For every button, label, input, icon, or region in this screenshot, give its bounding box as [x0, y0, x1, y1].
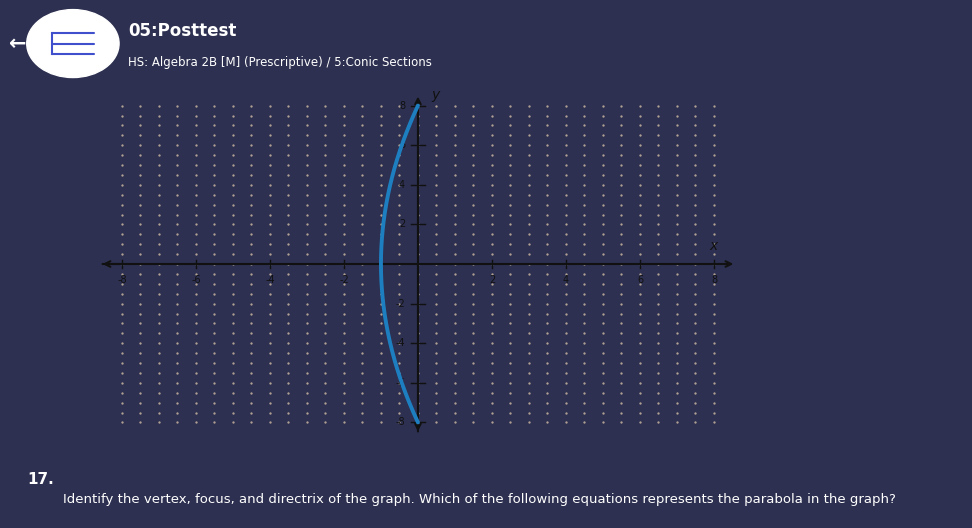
- Text: Identify the vertex, focus, and directrix of the graph. Which of the following e: Identify the vertex, focus, and directri…: [63, 493, 896, 506]
- Text: -8: -8: [396, 418, 405, 427]
- Text: 05:Posttest: 05:Posttest: [128, 22, 236, 40]
- Text: x: x: [710, 239, 718, 253]
- Text: -2: -2: [396, 299, 405, 308]
- Text: 4: 4: [399, 180, 405, 190]
- Text: 17.: 17.: [27, 472, 54, 487]
- Text: -6: -6: [396, 378, 405, 388]
- Text: 2: 2: [489, 275, 495, 285]
- Text: -4: -4: [265, 275, 275, 285]
- Text: HS: Algebra 2B [M] (Prescriptive) / 5:Conic Sections: HS: Algebra 2B [M] (Prescriptive) / 5:Co…: [128, 56, 433, 69]
- Ellipse shape: [26, 10, 120, 78]
- Text: -6: -6: [191, 275, 201, 285]
- Text: -4: -4: [396, 338, 405, 348]
- Text: 8: 8: [399, 101, 405, 110]
- Text: 6: 6: [399, 140, 405, 150]
- Text: y: y: [431, 88, 439, 102]
- Text: -8: -8: [118, 275, 126, 285]
- Text: -2: -2: [339, 275, 349, 285]
- Text: ←: ←: [9, 34, 26, 53]
- Text: 8: 8: [711, 275, 717, 285]
- Text: 6: 6: [637, 275, 643, 285]
- Text: 4: 4: [563, 275, 569, 285]
- Text: 2: 2: [399, 220, 405, 229]
